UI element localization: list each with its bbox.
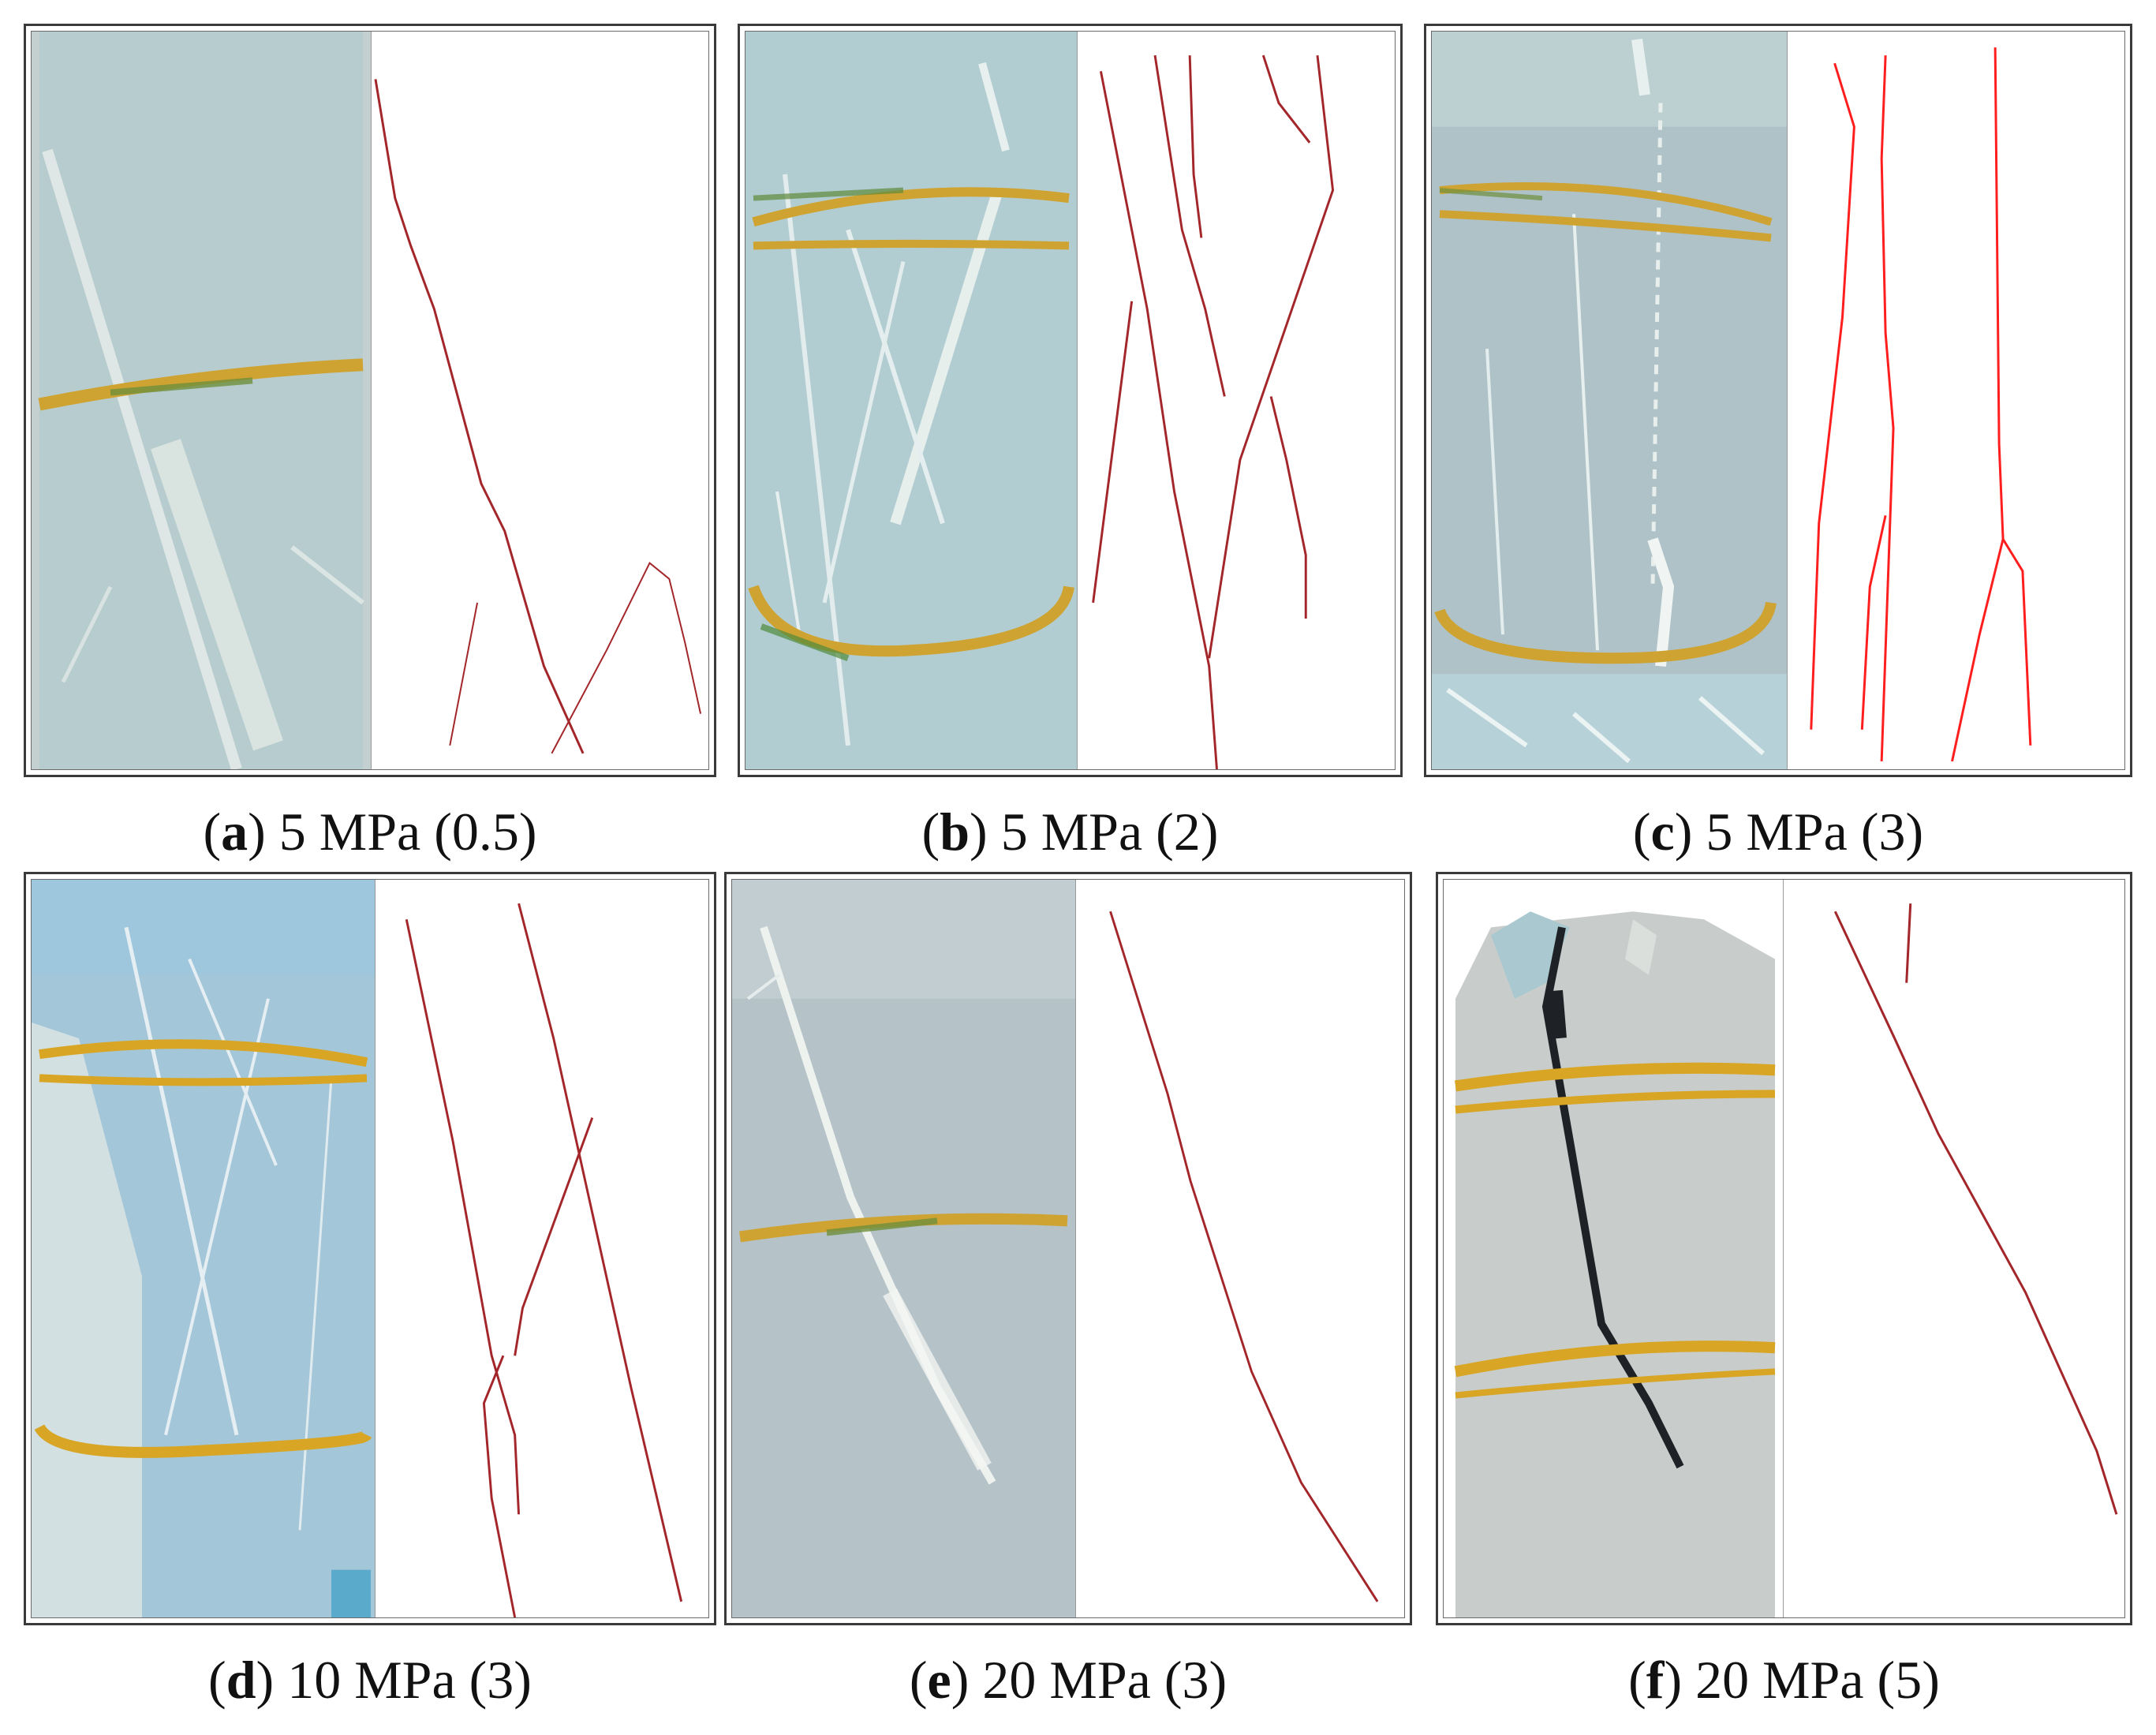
- panel-f-inner: [1443, 879, 2125, 1618]
- caption-f-letter: f: [1646, 1650, 1665, 1710]
- specimen-photo-a: [32, 32, 371, 769]
- fracture-sketch-b: [1077, 32, 1395, 769]
- caption-f-text: 20 MPa (5): [1682, 1650, 1940, 1710]
- caption-b: (b) 5 MPa (2): [921, 802, 1219, 862]
- fracture-sketch-f: [1783, 880, 2124, 1617]
- panel-f: [1436, 872, 2132, 1625]
- fracture-sketch-e: [1075, 880, 1404, 1617]
- caption-d-text: 10 MPa (3): [274, 1650, 532, 1710]
- specimen-photo-d: [32, 880, 375, 1617]
- panel-c: [1424, 24, 2132, 777]
- caption-a-letter: a: [221, 802, 248, 862]
- caption-c-letter: c: [1650, 802, 1675, 862]
- fracture-sketch-a: [371, 32, 708, 769]
- fracture-sketch-d: [375, 880, 708, 1617]
- caption-a-text: 5 MPa (0.5): [265, 802, 537, 862]
- specimen-photo-c: [1432, 32, 1787, 769]
- caption-d-letter: d: [226, 1650, 256, 1710]
- panel-b-inner: [745, 31, 1396, 770]
- panel-a: [24, 24, 716, 777]
- caption-c-text: 5 MPa (3): [1692, 802, 1924, 862]
- caption-e: (e) 20 MPa (3): [909, 1650, 1227, 1710]
- panel-c-inner: [1431, 31, 2125, 770]
- panel-a-inner: [31, 31, 709, 770]
- caption-e-letter: e: [927, 1650, 951, 1710]
- panel-e: [724, 872, 1412, 1625]
- caption-c: (c) 5 MPa (3): [1632, 802, 1924, 862]
- caption-f: (f) 20 MPa (5): [1628, 1650, 1940, 1710]
- caption-a: (a) 5 MPa (0.5): [203, 802, 537, 862]
- caption-d: (d) 10 MPa (3): [208, 1650, 532, 1710]
- specimen-photo-e: [732, 880, 1075, 1617]
- fracture-sketch-c: [1787, 32, 2124, 769]
- specimen-photo-f: [1444, 880, 1783, 1617]
- caption-e-text: 20 MPa (3): [969, 1650, 1227, 1710]
- specimen-photo-b: [745, 32, 1077, 769]
- caption-b-text: 5 MPa (2): [987, 802, 1219, 862]
- caption-b-letter: b: [940, 802, 970, 862]
- panel-d: [24, 872, 716, 1625]
- panel-b: [738, 24, 1403, 777]
- panel-e-inner: [731, 879, 1405, 1618]
- panel-d-inner: [31, 879, 709, 1618]
